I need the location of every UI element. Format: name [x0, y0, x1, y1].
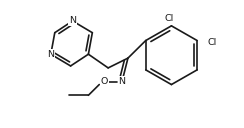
Text: N: N [119, 77, 125, 86]
Text: Cl: Cl [207, 38, 216, 47]
Text: O: O [101, 77, 108, 86]
Text: Cl: Cl [165, 14, 174, 23]
Text: N: N [69, 17, 76, 25]
Text: N: N [47, 50, 54, 59]
